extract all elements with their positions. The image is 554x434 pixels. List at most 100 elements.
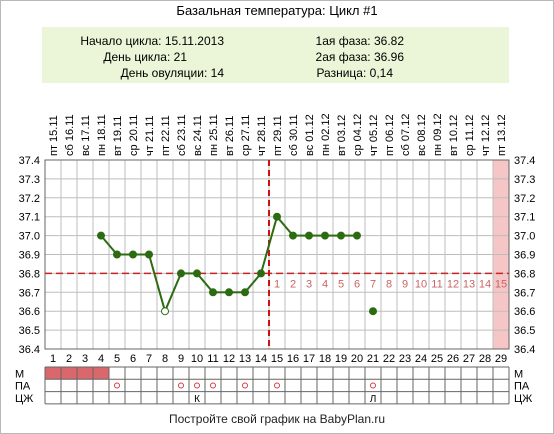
y-tick-label-left: 37.1 — [19, 212, 40, 224]
day-number-label: 25 — [431, 353, 443, 365]
day-number-label: 21 — [367, 353, 379, 365]
day-number-label: 26 — [447, 353, 459, 365]
temperature-point — [257, 269, 265, 278]
day-number-label: 10 — [191, 353, 203, 365]
temperature-line-segment — [260, 216, 278, 274]
y-tick-label-right: 36.7 — [514, 287, 535, 299]
date-label: вт 19.11 — [112, 116, 124, 156]
date-label: вс 17.11 — [80, 115, 92, 156]
date-label: чт 05.12 — [368, 115, 380, 156]
day-number-label: 1 — [50, 353, 56, 365]
y-tick-label-left: 37.2 — [19, 193, 40, 205]
cycle-start-label: Начало цикла: — [80, 34, 162, 48]
date-label: пт 15.11 — [48, 115, 60, 156]
y-tick-label-left: 36.6 — [19, 306, 40, 318]
y-tick-label-right: 36.9 — [514, 250, 535, 262]
post-ovulation-day-label: 4 — [322, 278, 328, 290]
date-label: сб 16.11 — [64, 114, 76, 156]
y-tick-label-right: 37.0 — [514, 231, 535, 243]
day-number-label: 23 — [399, 353, 411, 365]
date-label: пт 13.12 — [496, 114, 508, 156]
difference: Разница: 0,14 — [316, 66, 393, 80]
y-tick-label-right: 37.2 — [514, 193, 535, 205]
temperature-point — [129, 250, 137, 259]
day-number-label: 5 — [114, 353, 120, 365]
temperature-point — [177, 269, 185, 278]
difference-label: Разница: — [316, 66, 367, 80]
y-tick-label-right: 36.5 — [514, 325, 535, 337]
temperature-line-segment — [148, 254, 166, 312]
temperature-line-segment — [196, 272, 214, 293]
day-number-label: 27 — [463, 353, 475, 365]
date-label: ср 11.12 — [464, 115, 476, 156]
pa-mark — [242, 382, 248, 389]
day-number-label: 29 — [495, 353, 507, 365]
day-number-label: 6 — [130, 353, 136, 365]
temperature-point — [289, 231, 297, 240]
menstruation-cell — [45, 367, 61, 380]
phase2-label: 2ая фаза: — [315, 50, 371, 64]
pa-mark — [210, 382, 216, 389]
y-tick-label-left: 37.0 — [19, 231, 40, 243]
temperature-point — [209, 288, 217, 297]
phase1-label: 1ая фаза: — [315, 34, 371, 48]
day-number-label: 15 — [271, 353, 283, 365]
row-label-left: М — [15, 368, 24, 380]
date-label: вс 24.11 — [192, 115, 204, 156]
day-number-label: 2 — [66, 353, 72, 365]
post-ovulation-day-label: 9 — [402, 278, 408, 290]
cycle-day-label: День цикла: — [103, 50, 171, 64]
day-number-label: 22 — [383, 353, 395, 365]
menstruation-cell — [61, 367, 77, 380]
date-label: пт 06.12 — [384, 114, 396, 156]
difference-value: 0,14 — [369, 66, 393, 80]
day-number-label: 12 — [223, 353, 235, 365]
date-label: пн 02.12 — [320, 113, 332, 156]
temperature-point — [305, 231, 313, 240]
y-tick-label-left: 36.9 — [19, 250, 40, 262]
date-label: вт 26.11 — [224, 116, 236, 156]
date-label: сб 07.12 — [400, 114, 412, 156]
date-label: сб 30.11 — [288, 114, 300, 156]
y-tick-label-left: 36.5 — [19, 325, 40, 337]
pa-mark — [274, 382, 280, 389]
phase1-value: 36.82 — [373, 34, 404, 48]
cycle-day: День цикла: 21 — [103, 50, 187, 64]
day-number-label: 11 — [207, 353, 218, 365]
post-ovulation-day-label: 6 — [354, 278, 360, 290]
row-label-right: М — [514, 368, 523, 380]
date-label: сб 23.11 — [176, 114, 188, 156]
temperature-line-segment — [244, 272, 262, 293]
cm-mark: Л — [370, 394, 377, 405]
post-ovulation-day-label: 5 — [338, 278, 344, 290]
footer-link[interactable]: Постройте свой график на BabyPlan.ru — [168, 412, 386, 426]
pa-mark — [178, 382, 184, 389]
day-number-label: 3 — [82, 353, 88, 365]
y-tick-label-left: 37.3 — [19, 174, 40, 186]
temperature-line-segment — [276, 216, 294, 237]
pa-mark — [370, 382, 376, 389]
row-label-left: ЦЖ — [15, 393, 33, 405]
cycle-start-value: 15.11.2013 — [164, 34, 224, 48]
post-ovulation-day-label: 13 — [463, 278, 475, 290]
phase2-value: 36.96 — [373, 50, 404, 64]
ovulation-day-value: 14 — [210, 66, 224, 80]
date-label: вс 01.12 — [304, 114, 316, 156]
y-tick-label-left: 36.4 — [19, 344, 40, 356]
temperature-line-segment — [164, 273, 182, 312]
temperature-point — [369, 307, 377, 316]
phase2: 2ая фаза: 36.96 — [316, 50, 404, 64]
post-ovulation-day-label: 2 — [290, 278, 296, 290]
day-number-label: 18 — [319, 353, 331, 365]
date-label: ср 04.12 — [352, 114, 364, 156]
menstruation-cell — [93, 367, 109, 380]
date-label: чт 21.11 — [144, 115, 156, 156]
y-tick-label-right: 37.4 — [514, 155, 535, 167]
date-label: пн 09.12 — [432, 113, 444, 156]
temperature-line-segment — [100, 234, 118, 256]
day-number-label: 13 — [239, 353, 251, 365]
day-number-label: 14 — [255, 353, 267, 365]
row-label-left: ПА — [15, 381, 31, 393]
date-label: вт 10.12 — [448, 115, 460, 156]
